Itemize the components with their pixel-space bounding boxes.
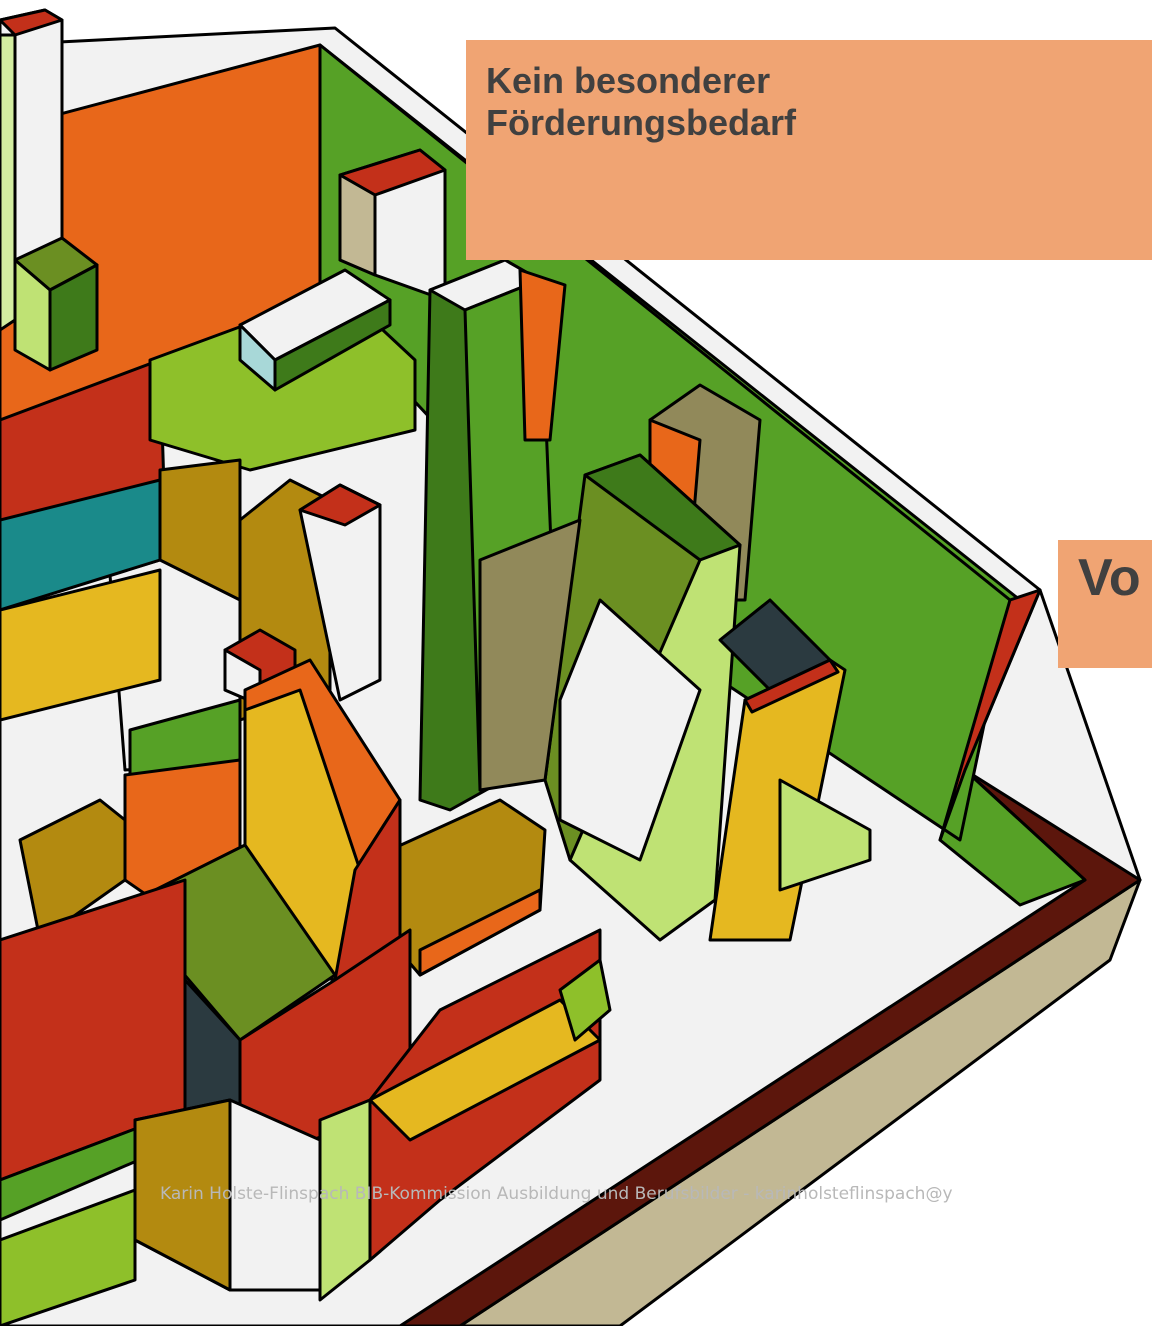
title: Kein besonderer Förderungsbedarf [486, 60, 906, 144]
footer: Karin Holste-Flinspach BIB-Kommission Au… [160, 1184, 953, 1204]
side-title: Vo [1078, 548, 1141, 608]
title-box: Kein besonderer Förderungsbedarf [466, 40, 1152, 260]
shape [0, 35, 15, 330]
page: Kein besonderer Förderungsbedarf Vo Kari… [0, 0, 1152, 1326]
side-box: Vo [1058, 540, 1152, 668]
slide: Kein besonderer Förderungsbedarf Vo Kari… [0, 0, 1152, 1326]
